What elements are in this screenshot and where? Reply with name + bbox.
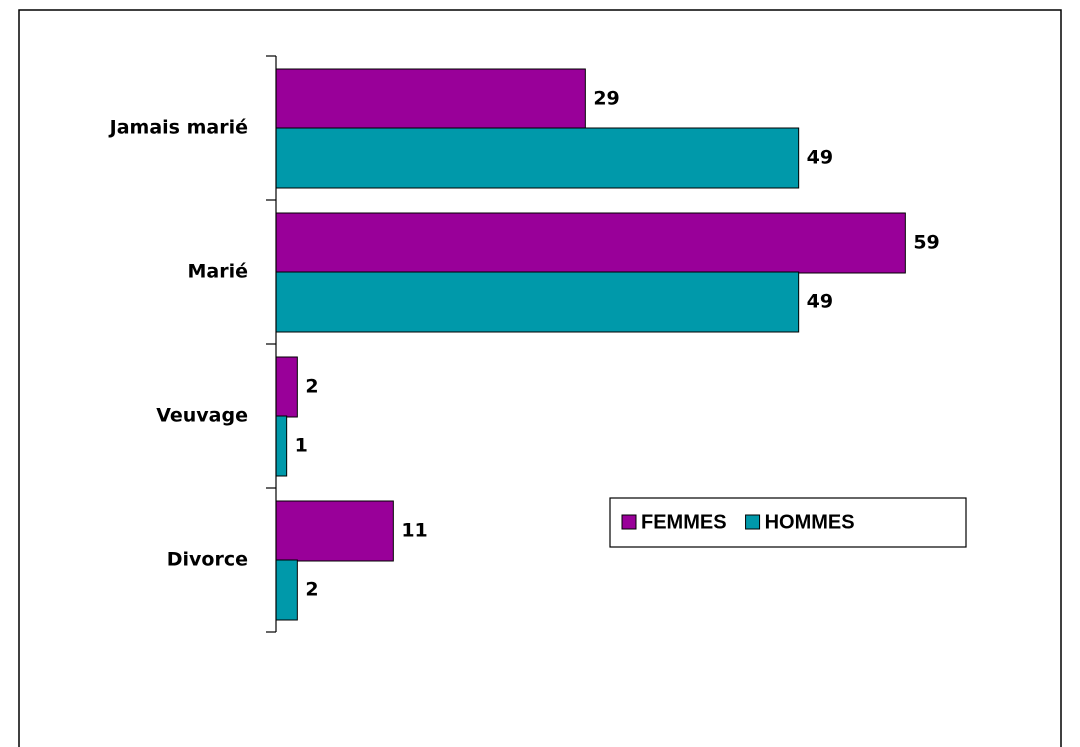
legend-box <box>609 497 967 548</box>
bar <box>275 356 298 418</box>
bar <box>275 212 906 274</box>
data-label: 29 <box>593 88 619 110</box>
bar <box>275 127 800 189</box>
y-tick-label: Veuvage <box>156 405 248 427</box>
bar <box>275 68 586 130</box>
data-label: 49 <box>807 147 833 169</box>
data-label: 2 <box>305 579 318 601</box>
data-label: 2 <box>305 376 318 398</box>
bar <box>275 271 800 333</box>
y-tick-label: Jamais marié <box>108 117 248 139</box>
legend-label: HOMMES <box>765 511 855 533</box>
y-tick-label: Divorce <box>167 549 248 571</box>
bar <box>275 500 394 562</box>
data-label: 59 <box>913 232 939 254</box>
y-tick-label: Marié <box>188 261 249 283</box>
data-label: 49 <box>807 291 833 313</box>
legend-swatch <box>621 514 637 530</box>
data-label: 1 <box>295 435 308 457</box>
legend-swatch <box>745 514 761 530</box>
legend-label: FEMMES <box>641 511 727 533</box>
bar <box>275 559 298 621</box>
bar <box>275 415 288 477</box>
data-label: 11 <box>401 520 427 542</box>
